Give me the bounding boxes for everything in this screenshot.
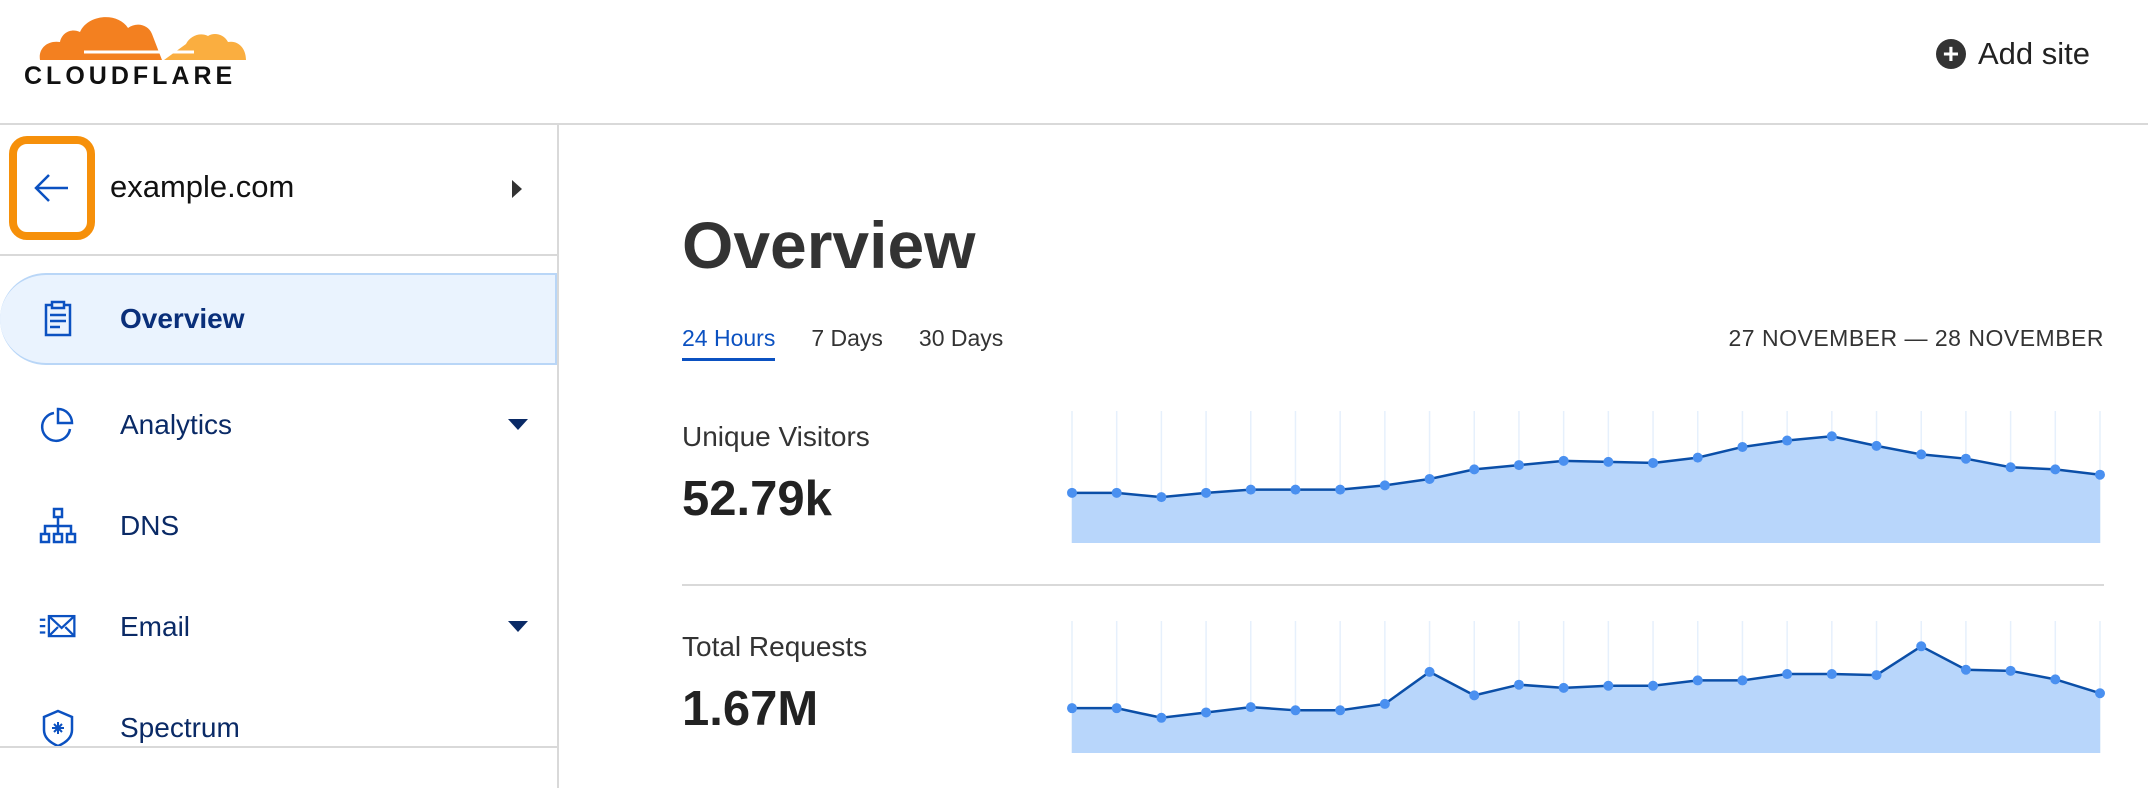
total-requests-chart (1067, 621, 2105, 753)
metric-label: Total Requests (682, 631, 868, 662)
back-button[interactable] (9, 136, 95, 240)
unique-visitors-chart (1067, 411, 2105, 543)
sidebar-item-email[interactable]: Email (0, 576, 557, 677)
add-site-button[interactable]: + Add site (1935, 36, 2090, 72)
data-point (1290, 484, 1301, 495)
main-content: Overview 24 Hours 7 Days 30 Days 27 NOVE… (561, 125, 2148, 788)
data-point (1379, 480, 1390, 491)
series-line (1072, 644, 2101, 720)
data-point (1111, 487, 1122, 498)
metric-label: Unique Visitors (682, 421, 870, 452)
data-point (1916, 449, 1927, 460)
data-point (1960, 453, 1971, 464)
data-point (1692, 452, 1703, 463)
data-point (1782, 435, 1793, 446)
logo-text: CLOUDFLARE (24, 62, 237, 90)
data-point (1826, 431, 1837, 442)
cloud-logo-icon (39, 17, 246, 60)
data-point (1648, 457, 1659, 468)
date-range: 27 NOVEMBER — 28 NOVEMBER (1728, 325, 2104, 351)
data-point (1201, 487, 1212, 498)
metric-divider (682, 584, 2104, 586)
data-point (1469, 464, 1480, 475)
data-point (1782, 669, 1793, 680)
data-point (1960, 664, 1971, 675)
pie-chart-icon (40, 407, 74, 442)
page-title: Overview (682, 208, 976, 282)
data-point (1871, 440, 1882, 451)
arrow-left-icon (34, 174, 68, 202)
shield-icon (42, 709, 74, 747)
data-point (2005, 665, 2016, 676)
data-point (1648, 680, 1659, 691)
caret-right-icon[interactable] (512, 180, 522, 198)
data-point (1916, 641, 1927, 652)
series-line (1072, 435, 2101, 499)
data-point (1245, 484, 1256, 495)
data-point (1290, 705, 1301, 716)
data-point (1826, 669, 1837, 680)
network-icon (39, 507, 77, 543)
data-point (1379, 698, 1390, 709)
data-point (2050, 464, 2061, 475)
nav-label: Email (120, 610, 191, 642)
data-point (1335, 484, 1346, 495)
data-point (1201, 707, 1212, 718)
nav-label: Overview (120, 303, 245, 334)
metric-value: 1.67M (682, 682, 819, 736)
add-site-label: Add site (1977, 36, 2090, 71)
data-point (1737, 675, 1748, 686)
sidebar: example.com Overview Analytics DNS Email… (0, 125, 559, 788)
data-point (1067, 703, 1077, 714)
plus-circle-icon: + (1935, 39, 1966, 69)
data-point (1871, 670, 1882, 681)
sidebar-nav: Overview Analytics DNS Email Spectrum (0, 273, 557, 778)
data-point (2095, 469, 2105, 480)
data-point (1424, 666, 1435, 677)
sidebar-divider (0, 746, 557, 748)
data-point (1737, 441, 1748, 452)
tab-30-days[interactable]: 30 Days (918, 325, 1004, 351)
tab-24-hours[interactable]: 24 Hours (682, 325, 776, 361)
data-point (2095, 688, 2105, 699)
area-fill (1072, 646, 2100, 753)
data-point (1067, 487, 1077, 498)
data-point (1513, 679, 1524, 690)
data-point (1558, 682, 1569, 693)
sidebar-item-overview[interactable]: Overview (0, 273, 557, 365)
caret-down-icon[interactable] (508, 419, 528, 430)
data-point (1469, 690, 1480, 701)
data-point (1156, 712, 1167, 723)
data-point (1558, 455, 1569, 466)
nav-label: DNS (120, 509, 180, 541)
domain-name: example.com (110, 169, 295, 204)
caret-down-icon[interactable] (508, 621, 528, 632)
data-point (1245, 702, 1256, 713)
sidebar-item-analytics[interactable]: Analytics (0, 374, 557, 475)
sidebar-item-spectrum[interactable]: Spectrum (0, 677, 557, 778)
tab-7-days[interactable]: 7 Days (811, 325, 883, 351)
data-point (2005, 462, 2016, 473)
envelope-icon (39, 614, 76, 637)
data-point (1335, 705, 1346, 716)
clipboard-icon (44, 300, 72, 337)
sidebar-item-dns[interactable]: DNS (0, 475, 557, 576)
data-point (1603, 680, 1614, 691)
domain-selector[interactable]: example.com (0, 125, 557, 256)
data-point (1111, 703, 1122, 714)
data-point (1603, 456, 1614, 467)
data-point (1513, 460, 1524, 471)
top-header: CLOUDFLARE + Add site (0, 0, 2148, 125)
data-point (1692, 675, 1703, 686)
data-point (1424, 473, 1435, 484)
nav-label: Analytics (120, 408, 233, 440)
nav-label: Spectrum (120, 711, 240, 743)
metric-value: 52.79k (682, 472, 832, 526)
data-point (2050, 674, 2061, 685)
cloudflare-logo[interactable]: CLOUDFLARE (24, 10, 260, 92)
area-fill (1072, 436, 2100, 543)
time-range-tabs: 24 Hours 7 Days 30 Days (682, 325, 1003, 361)
data-point (1156, 492, 1167, 503)
